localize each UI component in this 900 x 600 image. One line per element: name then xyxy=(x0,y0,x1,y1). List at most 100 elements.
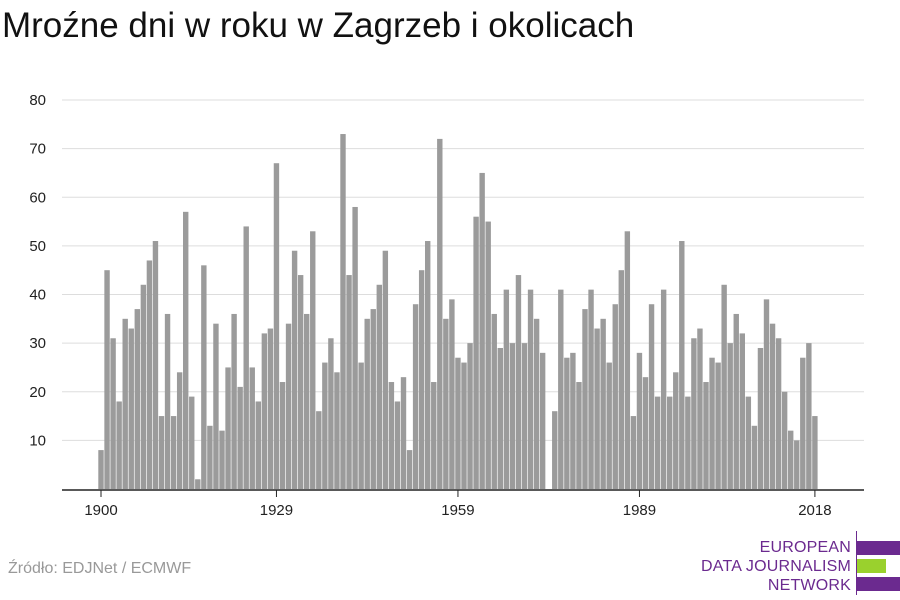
bar xyxy=(533,318,540,489)
bars xyxy=(98,134,818,490)
bar xyxy=(473,216,479,489)
bar xyxy=(461,362,467,489)
bar xyxy=(618,270,624,489)
bar xyxy=(334,372,340,489)
bar xyxy=(594,328,600,489)
bar xyxy=(152,241,159,489)
bar xyxy=(418,270,425,489)
chart-title: Mroźne dni w roku w Zagrzeb i okolicach xyxy=(2,6,635,45)
bar xyxy=(775,338,782,489)
bar xyxy=(255,401,261,489)
bar xyxy=(552,411,558,489)
bar xyxy=(527,289,534,489)
bar xyxy=(606,362,612,489)
bar xyxy=(370,309,376,489)
bar xyxy=(176,372,183,489)
bar xyxy=(322,362,328,489)
bar xyxy=(521,343,528,489)
bar xyxy=(340,134,346,489)
logo-divider xyxy=(856,531,857,595)
bar xyxy=(564,357,570,489)
bar xyxy=(739,333,745,489)
bar xyxy=(582,309,588,489)
bar xyxy=(449,299,455,489)
bar xyxy=(491,313,497,489)
bar xyxy=(104,270,110,489)
bar xyxy=(437,138,443,489)
logo-line: NETWORK xyxy=(767,577,851,594)
bar xyxy=(364,318,370,489)
bar xyxy=(485,221,491,489)
bar xyxy=(703,382,709,489)
bar xyxy=(788,430,794,489)
bar xyxy=(612,304,618,489)
bar xyxy=(249,367,255,489)
bar xyxy=(243,226,249,490)
edjnet-logo: EUROPEAN DATA JOURNALISM NETWORK xyxy=(701,538,851,595)
bar xyxy=(757,347,764,489)
bar xyxy=(406,450,413,489)
bar xyxy=(98,450,104,489)
bar xyxy=(576,382,582,489)
bar xyxy=(660,289,667,489)
source-note: Źródło: EDJNet / ECMWF xyxy=(8,560,192,577)
bar xyxy=(654,396,661,489)
y-tick-label: 20 xyxy=(29,384,46,401)
bar xyxy=(745,396,752,489)
bar xyxy=(346,275,352,489)
bar xyxy=(781,391,788,489)
bar xyxy=(231,313,237,489)
bar xyxy=(316,411,322,489)
bar xyxy=(812,416,818,489)
bar xyxy=(558,289,564,489)
logo-bar-purple xyxy=(857,541,900,555)
bar xyxy=(213,323,219,489)
logo-bar-green xyxy=(857,559,886,573)
bar xyxy=(352,206,358,489)
y-tick-label: 50 xyxy=(29,238,46,255)
bar xyxy=(297,275,304,489)
bar xyxy=(794,440,800,489)
y-tick-label: 70 xyxy=(29,141,46,158)
bar xyxy=(425,241,431,489)
y-tick-label: 10 xyxy=(29,432,46,449)
x-tick-label: 1900 xyxy=(84,502,117,519)
bar xyxy=(721,284,727,489)
bar xyxy=(806,343,812,489)
bar xyxy=(273,163,280,489)
bar xyxy=(225,367,231,489)
bar xyxy=(636,352,643,489)
bar xyxy=(394,401,401,489)
bar xyxy=(685,396,691,489)
bar xyxy=(164,313,171,489)
bar xyxy=(310,231,316,489)
bar xyxy=(509,343,516,489)
bar xyxy=(146,260,153,489)
bar xyxy=(376,284,382,489)
bar xyxy=(624,231,631,489)
bar xyxy=(382,250,389,489)
bar xyxy=(183,211,189,489)
bar xyxy=(388,382,395,489)
bar xyxy=(479,172,485,489)
bar xyxy=(727,343,733,489)
bar xyxy=(412,304,419,489)
bar xyxy=(600,318,606,489)
bar xyxy=(279,382,286,489)
bar xyxy=(189,396,195,489)
bar xyxy=(201,265,207,489)
bar xyxy=(709,357,715,489)
bar xyxy=(588,289,594,489)
bar xyxy=(751,425,758,489)
bar xyxy=(642,377,649,489)
bar xyxy=(691,338,697,489)
bar xyxy=(267,328,274,489)
bar xyxy=(328,338,334,489)
logo-line: EUROPEAN xyxy=(759,539,851,556)
bar xyxy=(630,416,637,489)
bar xyxy=(431,382,437,489)
bar xyxy=(134,309,140,489)
bar xyxy=(673,372,679,489)
bar xyxy=(769,323,776,489)
